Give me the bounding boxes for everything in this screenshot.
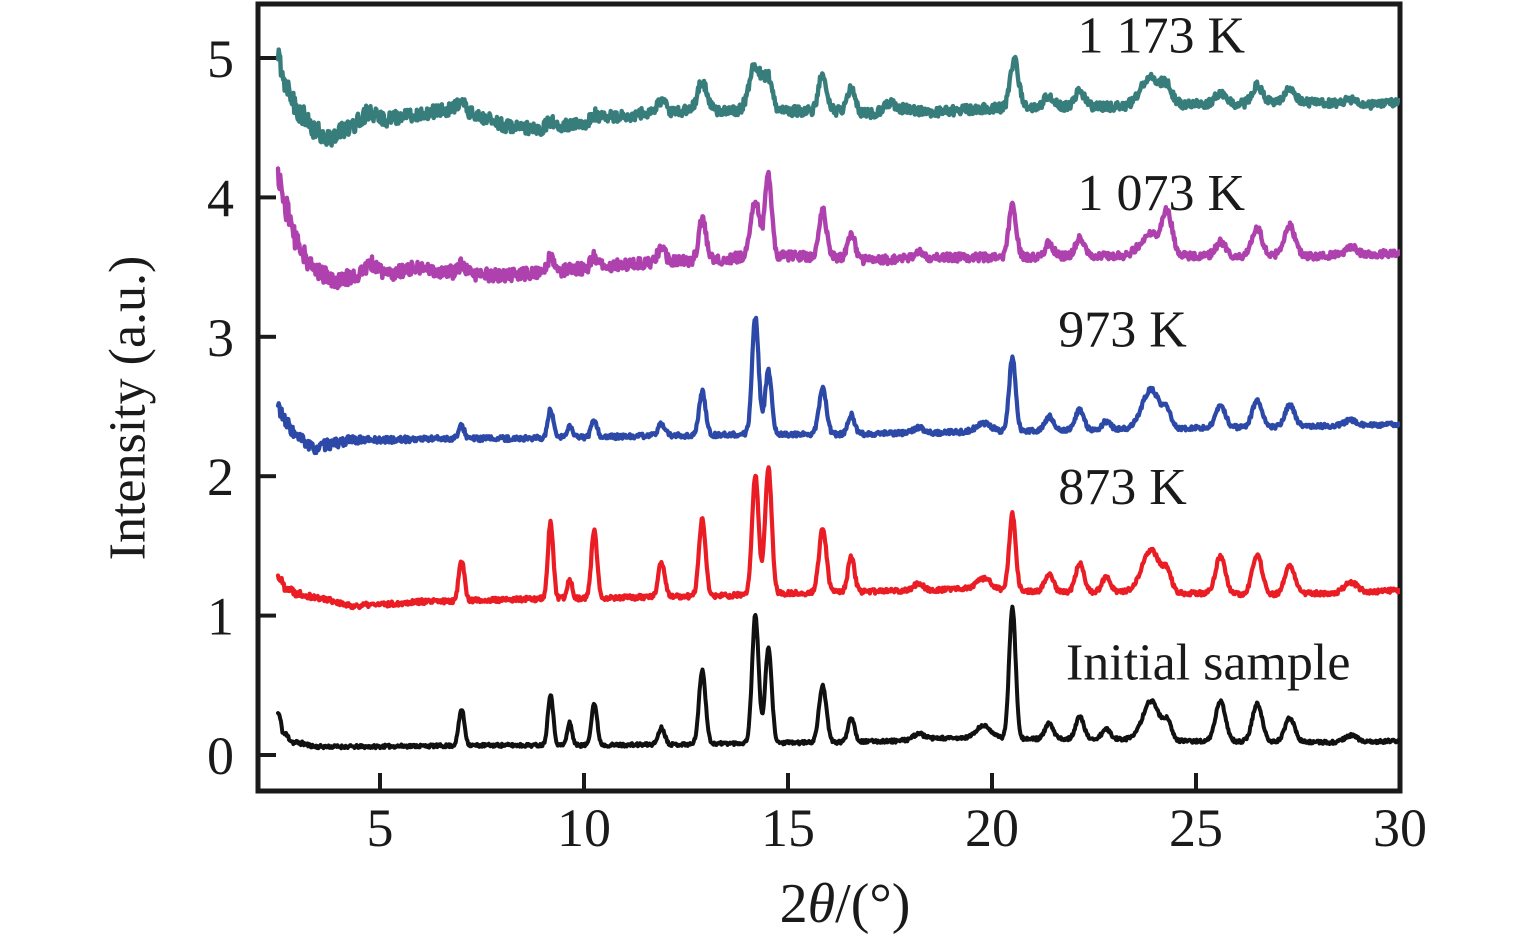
y-tick-label-5: 5 xyxy=(207,29,234,89)
x-axis-title: 2θ/(°) xyxy=(780,872,911,936)
x-axis-title-suffix: /(°) xyxy=(835,873,911,935)
plot-frame xyxy=(255,1,1403,794)
y-tick-label-4: 4 xyxy=(207,168,234,228)
x-tick-label-15: 15 xyxy=(761,798,815,858)
y-tick-label-2: 2 xyxy=(207,447,234,507)
y-tick-label-1: 1 xyxy=(207,587,234,647)
x-axis-title-theta: θ xyxy=(807,873,836,935)
series-label-873-k: 873 K xyxy=(1058,459,1187,516)
series-label-1073-k: 1 073 K xyxy=(1078,165,1246,222)
series-label-973-k: 973 K xyxy=(1058,301,1187,358)
x-tick-label-10: 10 xyxy=(557,798,611,858)
x-tick-label-25: 25 xyxy=(1169,798,1223,858)
series-label-1173-k: 1 173 K xyxy=(1078,7,1246,64)
trace-873-k xyxy=(275,465,1400,611)
trace-973-k xyxy=(275,315,1400,456)
x-tick-label-5: 5 xyxy=(367,798,394,858)
y-tick-label-3: 3 xyxy=(207,308,234,368)
x-tick-label-30: 30 xyxy=(1373,798,1427,858)
trace-1073-k xyxy=(275,166,1400,291)
series-label-initial-sample: Initial sample xyxy=(1066,635,1350,692)
trace-initial-sample xyxy=(276,604,1400,751)
x-axis-title-prefix: 2 xyxy=(779,873,808,935)
x-tick-label-20: 20 xyxy=(965,798,1019,858)
y-tick-label-0: 0 xyxy=(207,726,234,786)
y-axis-title: Intensity (a.u.) xyxy=(99,255,157,561)
trace-1173-k xyxy=(275,47,1400,148)
